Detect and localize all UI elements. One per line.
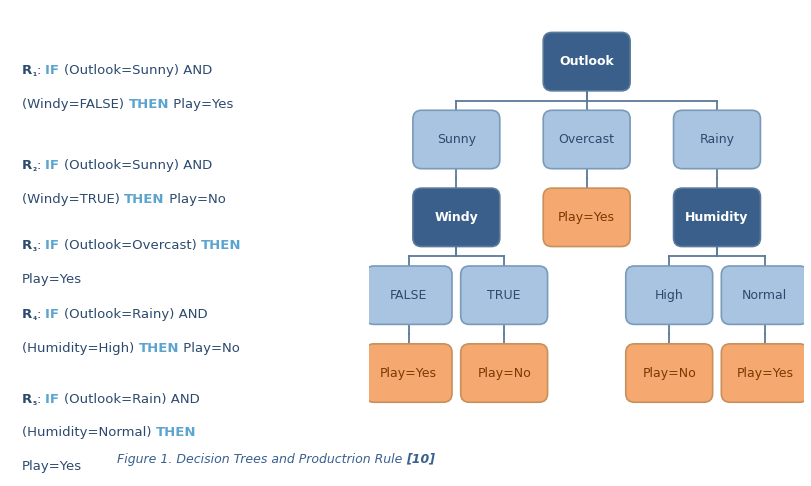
Text: IF: IF xyxy=(45,64,64,77)
Text: TRUE: TRUE xyxy=(487,289,520,302)
FancyBboxPatch shape xyxy=(365,266,452,324)
Text: (Outlook=Overcast): (Outlook=Overcast) xyxy=(64,239,200,252)
FancyBboxPatch shape xyxy=(460,344,547,402)
Text: Play=No: Play=No xyxy=(165,192,225,206)
Text: ₁: ₁ xyxy=(32,69,36,78)
Text: THEN: THEN xyxy=(156,426,196,439)
Text: :: : xyxy=(36,64,45,77)
Text: Humidity: Humidity xyxy=(684,211,748,224)
Text: Outlook: Outlook xyxy=(559,55,613,68)
Text: :: : xyxy=(36,159,45,172)
FancyBboxPatch shape xyxy=(673,110,759,169)
Text: Play=Yes: Play=Yes xyxy=(22,460,82,473)
FancyBboxPatch shape xyxy=(720,344,807,402)
Text: THEN: THEN xyxy=(128,98,169,110)
Text: Overcast: Overcast xyxy=(558,133,614,146)
Text: THEN: THEN xyxy=(124,192,165,206)
Text: Play=Yes: Play=Yes xyxy=(736,366,792,380)
Text: (Outlook=Rainy) AND: (Outlook=Rainy) AND xyxy=(64,308,208,321)
Text: (Humidity=High): (Humidity=High) xyxy=(22,342,139,355)
Text: IF: IF xyxy=(45,159,64,172)
Text: (Outlook=Sunny) AND: (Outlook=Sunny) AND xyxy=(64,159,212,172)
FancyBboxPatch shape xyxy=(543,33,629,91)
Text: ₄: ₄ xyxy=(32,313,36,322)
FancyBboxPatch shape xyxy=(673,188,759,246)
Text: Rainy: Rainy xyxy=(698,133,734,146)
Text: R: R xyxy=(22,308,32,321)
FancyBboxPatch shape xyxy=(413,110,500,169)
Text: IF: IF xyxy=(45,308,64,321)
Text: (Outlook=Sunny) AND: (Outlook=Sunny) AND xyxy=(64,64,212,77)
Text: (Humidity=Normal): (Humidity=Normal) xyxy=(22,426,156,439)
Text: :: : xyxy=(36,239,45,252)
FancyBboxPatch shape xyxy=(365,344,452,402)
Text: High: High xyxy=(654,289,683,302)
Text: Play=Yes: Play=Yes xyxy=(557,211,615,224)
Text: [10]: [10] xyxy=(406,453,435,466)
Text: (Windy=FALSE): (Windy=FALSE) xyxy=(22,98,128,110)
Text: FALSE: FALSE xyxy=(389,289,427,302)
Text: Play=Yes: Play=Yes xyxy=(380,366,436,380)
Text: Normal: Normal xyxy=(741,289,787,302)
Text: Windy: Windy xyxy=(434,211,478,224)
FancyBboxPatch shape xyxy=(625,266,712,324)
Text: ₂: ₂ xyxy=(32,164,36,173)
Text: R: R xyxy=(22,239,32,252)
Text: Play=No: Play=No xyxy=(642,366,695,380)
FancyBboxPatch shape xyxy=(543,188,629,246)
Text: Play=Yes: Play=Yes xyxy=(22,273,82,286)
Text: Play=No: Play=No xyxy=(179,342,240,355)
FancyBboxPatch shape xyxy=(720,266,807,324)
FancyBboxPatch shape xyxy=(413,188,500,246)
Text: R: R xyxy=(22,64,32,77)
FancyBboxPatch shape xyxy=(460,266,547,324)
Text: Play=No: Play=No xyxy=(477,366,530,380)
Text: (Outlook=Rain) AND: (Outlook=Rain) AND xyxy=(64,393,200,405)
Text: (Windy=TRUE): (Windy=TRUE) xyxy=(22,192,124,206)
Text: R: R xyxy=(22,393,32,405)
Text: Figure 1. Decision Trees and Productrion Rule: Figure 1. Decision Trees and Productrion… xyxy=(117,453,406,466)
FancyBboxPatch shape xyxy=(543,110,629,169)
Text: THEN: THEN xyxy=(200,239,241,252)
Text: THEN: THEN xyxy=(139,342,179,355)
Text: IF: IF xyxy=(45,393,64,405)
Text: R: R xyxy=(22,159,32,172)
Text: ₃: ₃ xyxy=(32,244,36,253)
Text: ₅: ₅ xyxy=(32,398,36,407)
Text: :: : xyxy=(36,393,45,405)
Text: Play=Yes: Play=Yes xyxy=(169,98,233,110)
Text: :: : xyxy=(36,308,45,321)
Text: Sunny: Sunny xyxy=(436,133,475,146)
FancyBboxPatch shape xyxy=(625,344,712,402)
Text: IF: IF xyxy=(45,239,64,252)
